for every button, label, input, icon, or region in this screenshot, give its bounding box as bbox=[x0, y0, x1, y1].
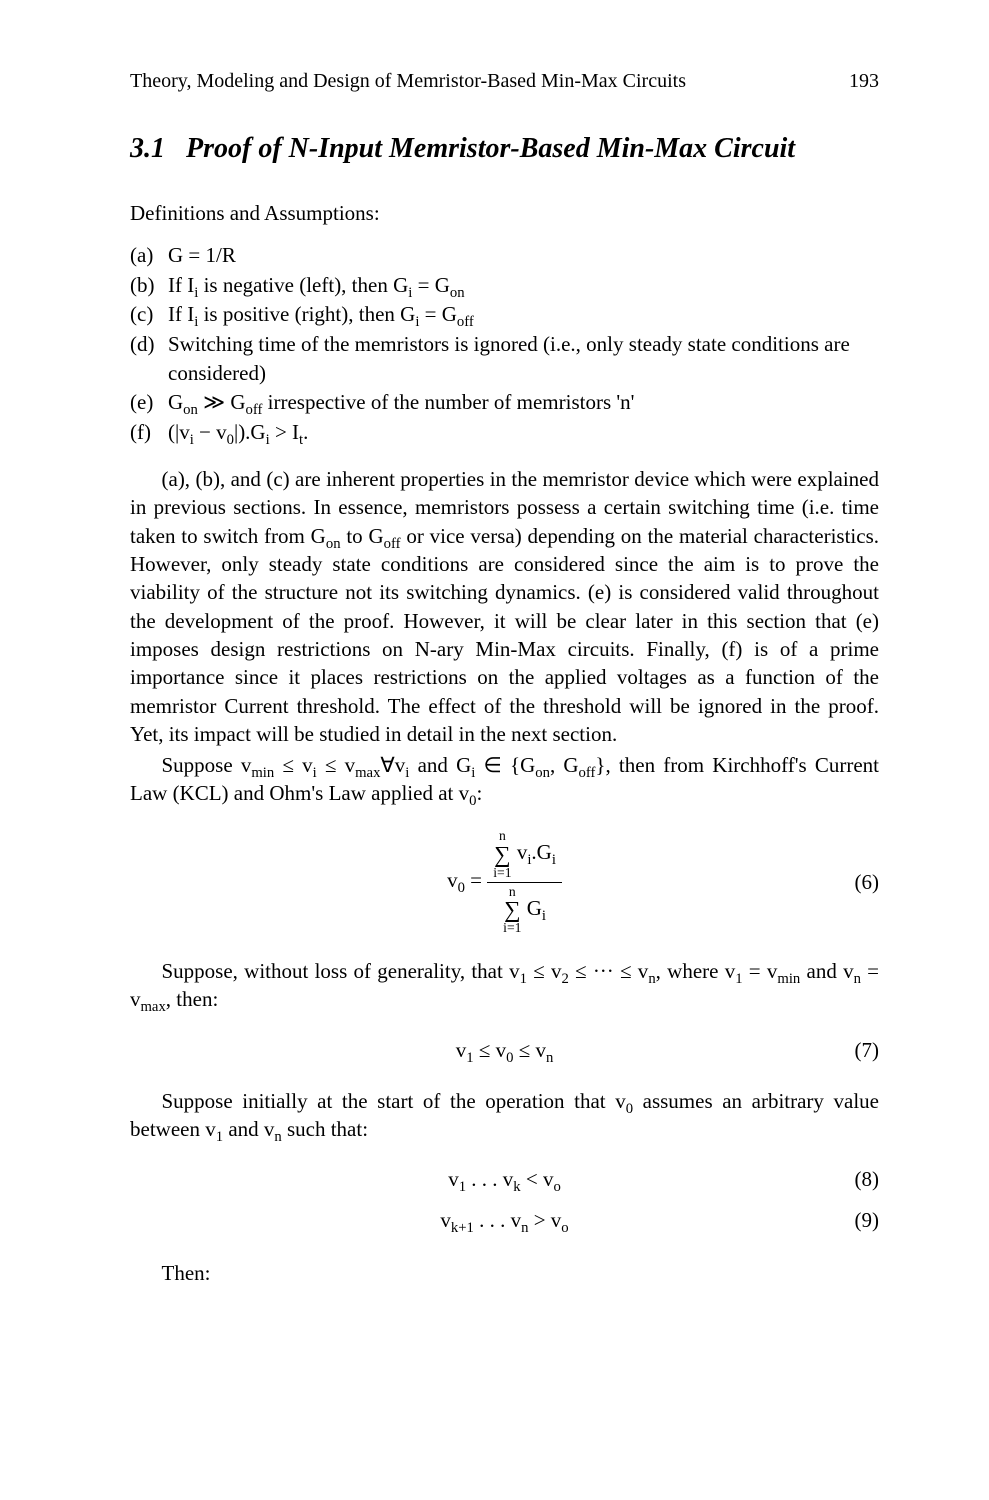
equation-8: v1 . . . vk < vo (8) bbox=[130, 1167, 879, 1192]
definition-body: Switching time of the memristors is igno… bbox=[168, 330, 879, 389]
equation-lhs: v0 = bbox=[447, 868, 487, 892]
definition-item: (a) G = 1/R bbox=[130, 241, 879, 270]
equation-6: v0 = n∑i=1 vi.Gin∑i=1 Gi (6) bbox=[130, 829, 879, 935]
definitions-intro: Definitions and Assumptions: bbox=[130, 199, 879, 227]
definition-item: (c) If Ii is positive (right), then Gi =… bbox=[130, 300, 879, 329]
definition-body: If Ii is positive (right), then Gi = Gof… bbox=[168, 300, 879, 329]
definition-item: (d) Switching time of the memristors is … bbox=[130, 330, 879, 389]
equation-content: v1 ≤ v0 ≤ vn bbox=[456, 1038, 554, 1063]
definition-item: (b) If Ii is negative (left), then Gi = … bbox=[130, 271, 879, 300]
equation-content: v1 . . . vk < vo bbox=[448, 1167, 561, 1192]
definition-marker: (d) bbox=[130, 330, 168, 389]
paragraph-4: Suppose initially at the start of the op… bbox=[130, 1087, 879, 1144]
equation-content: v0 = n∑i=1 vi.Gin∑i=1 Gi bbox=[447, 829, 562, 935]
paragraph-5: Then: bbox=[130, 1259, 879, 1287]
definition-marker: (b) bbox=[130, 271, 168, 300]
equation-number: (8) bbox=[855, 1167, 880, 1192]
equation-denominator: n∑i=1 Gi bbox=[487, 883, 562, 935]
definition-body: Gon ≫ Goff irrespective of the number of… bbox=[168, 388, 879, 417]
equation-7: v1 ≤ v0 ≤ vn (7) bbox=[130, 1038, 879, 1063]
page: Theory, Modeling and Design of Memristor… bbox=[0, 0, 989, 1500]
definition-item: (f) (|vi − v0|).Gi > It. bbox=[130, 418, 879, 447]
section-number: 3.1 bbox=[130, 133, 165, 164]
section-title: Proof of N-Input Memristor-Based Min-Max… bbox=[186, 133, 795, 164]
definition-body: (|vi − v0|).Gi > It. bbox=[168, 418, 879, 447]
equation-numerator: n∑i=1 vi.Gi bbox=[487, 829, 562, 882]
equation-number: (6) bbox=[855, 870, 880, 895]
equation-9: vk+1 . . . vn > vo (9) bbox=[130, 1208, 879, 1233]
paragraph-3: Suppose, without loss of generality, tha… bbox=[130, 957, 879, 1014]
definition-body: If Ii is negative (left), then Gi = Gon bbox=[168, 271, 879, 300]
paragraph-2: Suppose vmin ≤ vi ≤ vmax∀vi and Gi ∈ {Go… bbox=[130, 751, 879, 808]
definition-marker: (c) bbox=[130, 300, 168, 329]
section-heading: 3.1 Proof of N-Input Memristor-Based Min… bbox=[130, 133, 879, 165]
definition-item: (e) Gon ≫ Goff irrespective of the numbe… bbox=[130, 388, 879, 417]
definition-marker: (e) bbox=[130, 388, 168, 417]
equation-fraction: n∑i=1 vi.Gin∑i=1 Gi bbox=[487, 829, 562, 935]
equation-number: (7) bbox=[855, 1038, 880, 1063]
paragraph-1: (a), (b), and (c) are inherent propertie… bbox=[130, 465, 879, 748]
definitions-list: (a) G = 1/R (b) If Ii is negative (left)… bbox=[130, 241, 879, 447]
definition-marker: (f) bbox=[130, 418, 168, 447]
running-title: Theory, Modeling and Design of Memristor… bbox=[130, 70, 686, 93]
running-header: Theory, Modeling and Design of Memristor… bbox=[130, 70, 879, 93]
equation-number: (9) bbox=[855, 1208, 880, 1233]
equation-content: vk+1 . . . vn > vo bbox=[440, 1208, 568, 1233]
page-number: 193 bbox=[849, 70, 879, 93]
definition-body: G = 1/R bbox=[168, 241, 879, 270]
definition-marker: (a) bbox=[130, 241, 168, 270]
